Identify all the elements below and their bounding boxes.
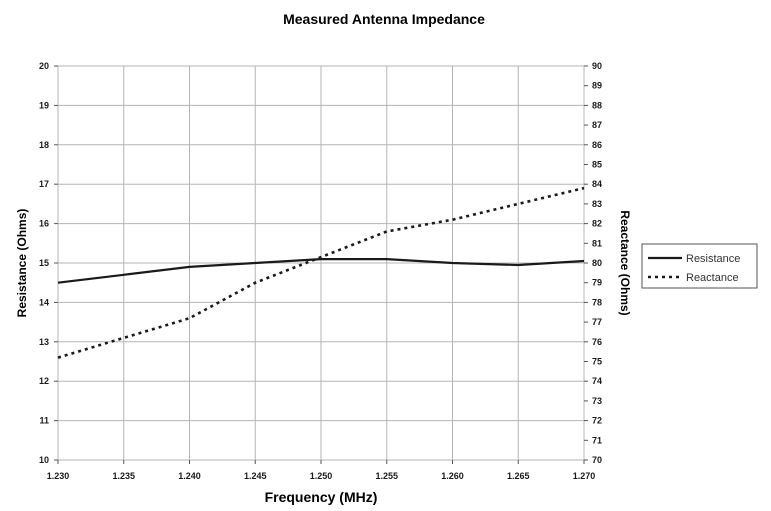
legend-label-resistance: Resistance — [686, 253, 740, 265]
right-tick-label: 71 — [592, 435, 602, 445]
right-tick-label: 73 — [592, 396, 602, 406]
legend: Resistance Reactance — [641, 243, 758, 289]
right-tick-label: 87 — [592, 120, 602, 130]
series-line-resistance — [57, 258, 585, 284]
right-tick-label: 81 — [592, 238, 602, 248]
right-tick-label: 84 — [592, 179, 602, 189]
legend-label-reactance: Reactance — [686, 272, 739, 284]
x-tick-label: 1.265 — [507, 471, 530, 481]
left-tick-label: 20 — [39, 61, 49, 71]
left-tick-label: 11 — [39, 416, 49, 426]
right-tick-label: 85 — [592, 160, 602, 170]
right-tick-label: 83 — [592, 199, 602, 209]
legend-box — [641, 243, 758, 289]
x-tick-label: 1.250 — [310, 471, 333, 481]
y-axis-title-right: Reactance (Ohms) — [618, 210, 632, 315]
right-tick-label: 80 — [592, 258, 602, 268]
right-tick-label: 75 — [592, 357, 602, 367]
left-tick-label: 16 — [39, 219, 49, 229]
left-tick-label: 10 — [39, 455, 49, 465]
x-tick-label: 1.245 — [244, 471, 267, 481]
right-tick-label: 78 — [592, 297, 602, 307]
series-line-reactance — [57, 186, 585, 359]
x-tick-label: 1.230 — [47, 471, 70, 481]
right-tick-label: 72 — [592, 416, 602, 426]
x-tick-label: 1.270 — [573, 471, 596, 481]
series-layer — [57, 186, 585, 359]
left-tick-label: 15 — [39, 258, 49, 268]
chart-title: Measured Antenna Impedance — [283, 11, 485, 27]
y-axis-title-left: Resistance (Ohms) — [15, 209, 29, 318]
left-tick-label: 19 — [39, 100, 49, 110]
right-tick-label: 90 — [592, 61, 602, 71]
left-tick-label: 18 — [39, 140, 49, 150]
right-tick-label: 79 — [592, 278, 602, 288]
right-tick-label: 89 — [592, 81, 602, 91]
left-tick-label: 12 — [39, 376, 49, 386]
right-tick-label: 82 — [592, 219, 602, 229]
x-tick-label: 1.260 — [441, 471, 464, 481]
left-tick-label: 14 — [39, 297, 49, 307]
x-tick-label: 1.235 — [112, 471, 135, 481]
x-axis: 1.230 1.235 1.240 1.245 1.250 1.255 1.260 1.265… — [47, 460, 596, 481]
left-axis: 10 11 12 13 14 15 16 17 18 19 20 — [39, 61, 58, 465]
right-tick-label: 74 — [592, 376, 602, 386]
x-tick-label: 1.240 — [178, 471, 201, 481]
right-tick-label: 77 — [592, 317, 602, 327]
left-tick-label: 13 — [39, 337, 49, 347]
x-tick-label: 1.255 — [375, 471, 398, 481]
right-axis: 70 71 72 73 74 75 76 77 78 79 80 81 82 83 84 85 86 87 88 89… — [584, 61, 602, 465]
right-tick-label: 86 — [592, 140, 602, 150]
right-tick-label: 76 — [592, 337, 602, 347]
right-tick-label: 88 — [592, 100, 602, 110]
right-tick-label: 70 — [592, 455, 602, 465]
x-axis-title: Frequency (MHz) — [265, 489, 378, 505]
left-tick-label: 17 — [39, 179, 49, 189]
